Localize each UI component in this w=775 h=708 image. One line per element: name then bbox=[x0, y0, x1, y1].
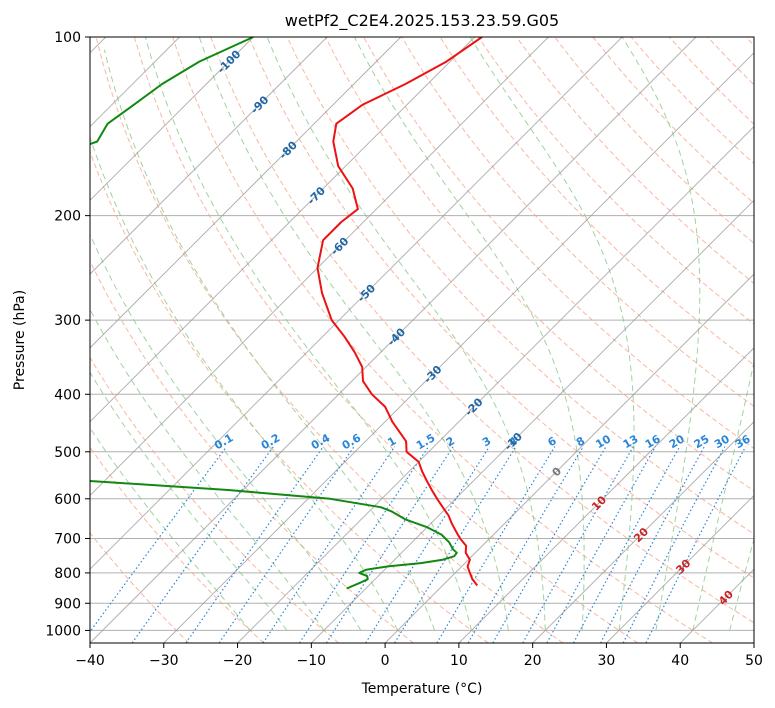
mixing-ratio-line bbox=[262, 446, 396, 643]
moist-adiabat bbox=[469, 37, 635, 631]
y-tick-label: 600 bbox=[54, 492, 81, 508]
mixing-ratio-line bbox=[436, 446, 556, 643]
isotherm-line bbox=[90, 37, 549, 497]
isotherm-line bbox=[90, 37, 476, 423]
mixing-ratio-line bbox=[90, 446, 227, 633]
y-tick-label: 800 bbox=[54, 566, 81, 582]
dry-adiabat bbox=[439, 37, 754, 366]
plot-frame bbox=[89, 36, 755, 644]
mixing-ratio-line bbox=[645, 446, 747, 643]
mixing-ratio-line bbox=[218, 446, 355, 643]
isotherm-line bbox=[90, 37, 254, 202]
mixing-ratio-line bbox=[365, 446, 490, 643]
temperature-profile bbox=[316, 37, 483, 587]
isotherm-line bbox=[90, 37, 623, 570]
isotherm-line bbox=[458, 347, 754, 643]
dry-adiabat bbox=[95, 37, 564, 643]
mixing-ratio-line bbox=[546, 446, 657, 643]
isotherm-line bbox=[163, 52, 754, 643]
y-tick-label: 300 bbox=[54, 313, 81, 329]
y-tick-label: 500 bbox=[54, 445, 81, 461]
y-tick-label: 400 bbox=[54, 387, 81, 403]
y-tick-label: 100 bbox=[54, 30, 81, 46]
isotherm-line bbox=[606, 494, 754, 643]
chart-title: wetPf2_C2E4.2025.153.23.59.G05 bbox=[285, 11, 559, 31]
mixing-ratio-line bbox=[131, 446, 274, 643]
moist-adiabat bbox=[692, 359, 754, 631]
mixing-ratio-line bbox=[394, 446, 517, 643]
series-layer bbox=[90, 37, 483, 590]
y-tick-label: 1000 bbox=[45, 623, 81, 639]
y-tick-label: 200 bbox=[54, 209, 81, 225]
moist-adiabat bbox=[266, 37, 546, 631]
x-tick-label: −30 bbox=[149, 653, 179, 669]
dry-adiabat bbox=[363, 37, 754, 449]
dry-adiabat bbox=[90, 446, 265, 643]
dry-adiabat bbox=[133, 37, 639, 643]
mixing-ratio-line bbox=[325, 446, 454, 643]
dry-adiabat bbox=[172, 37, 713, 643]
dry-adiabat bbox=[516, 37, 754, 285]
moist-adiabat bbox=[621, 37, 701, 631]
y-tick-label: 900 bbox=[54, 596, 81, 612]
moist-adiabat bbox=[144, 37, 472, 631]
x-tick-label: 10 bbox=[450, 653, 468, 669]
x-tick-label: 20 bbox=[524, 653, 542, 669]
moist-adiabat bbox=[354, 37, 585, 631]
isotherm-line bbox=[310, 199, 754, 643]
mixing-ratio-line bbox=[299, 446, 429, 643]
moist-adiabat bbox=[729, 537, 754, 631]
moist-adiabat bbox=[90, 371, 288, 631]
mixing-ratio-line bbox=[467, 446, 584, 643]
x-tick-label: 40 bbox=[671, 653, 689, 669]
x-axis-label: Temperature (°C) bbox=[361, 681, 483, 697]
isotherm-line bbox=[384, 273, 754, 643]
moist-adiabat bbox=[90, 135, 399, 631]
dewpoint-profile bbox=[90, 37, 458, 590]
dry-adiabat bbox=[90, 532, 190, 643]
moist-adiabat bbox=[90, 426, 251, 631]
mixing-ratio-line bbox=[622, 446, 726, 643]
dry-adiabat bbox=[248, 37, 754, 579]
isotherm-line bbox=[90, 37, 697, 643]
mixing-ratio-line bbox=[185, 446, 324, 643]
x-tick-label: −10 bbox=[297, 653, 327, 669]
y-axis-label: Pressure (hPa) bbox=[12, 290, 28, 390]
dry-adiabat bbox=[90, 150, 489, 643]
plot-area bbox=[90, 37, 754, 643]
x-tick-label: −40 bbox=[75, 653, 105, 669]
x-tick-label: 50 bbox=[745, 653, 763, 669]
isotherm-line bbox=[532, 420, 754, 643]
x-tick-label: 0 bbox=[381, 653, 390, 669]
moist-adiabat bbox=[90, 308, 325, 631]
axes: −40 −30 −20 −10 0 10 20 30 40 50 100 200 300 400 500 60… bbox=[45, 30, 763, 669]
dry-adiabat bbox=[324, 37, 754, 492]
isotherm-line bbox=[90, 37, 402, 349]
x-tick-label: 30 bbox=[598, 653, 616, 669]
x-tick-label: −20 bbox=[223, 653, 253, 669]
isotherm-line bbox=[237, 125, 754, 643]
moist-adiabat bbox=[198, 37, 509, 631]
y-tick-label: 700 bbox=[54, 532, 81, 548]
moist-adiabat bbox=[90, 233, 362, 631]
dry-adiabat bbox=[210, 37, 754, 624]
moist-adiabat bbox=[103, 49, 436, 631]
isotherm-line bbox=[90, 37, 328, 275]
